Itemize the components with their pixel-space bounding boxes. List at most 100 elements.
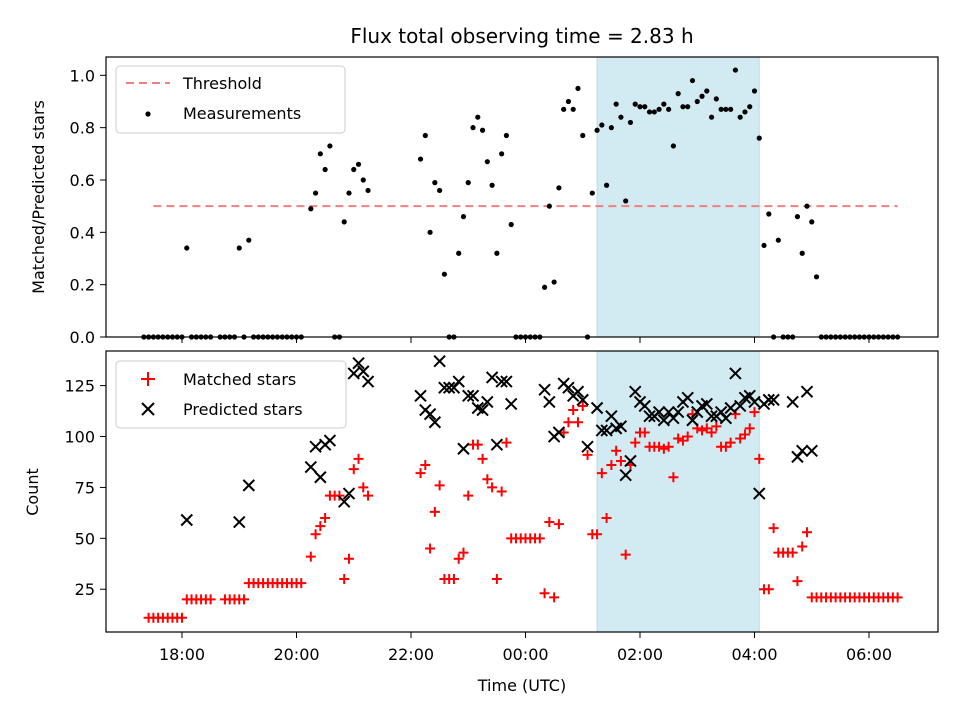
matched-star-point (754, 453, 765, 464)
measurement-point (632, 101, 638, 107)
predicted-star-point (600, 424, 613, 437)
predicted-star-point (581, 440, 594, 453)
predicted-star-point (481, 395, 494, 409)
matched-star-point (315, 521, 326, 532)
legend-matched-label: Matched stars (183, 370, 296, 389)
predicted-stars-points (180, 354, 818, 529)
matched-star-point (539, 588, 550, 599)
measurement-point (666, 106, 672, 112)
measurement-point (799, 250, 805, 256)
measurement-point (322, 166, 328, 173)
matched-star-point (496, 486, 507, 497)
predicted-star-point (686, 414, 699, 427)
measurement-point (432, 180, 438, 186)
measurement-point (656, 106, 662, 112)
matched-star-point (654, 441, 665, 452)
matched-star-point (620, 549, 631, 560)
measurement-point (460, 214, 467, 220)
x-tick-label: 06:00 (846, 645, 892, 664)
predicted-star-point (442, 381, 456, 394)
predicted-star-point (786, 395, 799, 409)
top-legend: Threshold Measurements (115, 65, 346, 134)
matched-star-point (415, 468, 426, 479)
y-tick-label: 25 (75, 580, 95, 599)
measurement-point (499, 151, 505, 157)
matched-star-point (658, 443, 669, 454)
predicted-star-point (705, 409, 718, 423)
predicted-star-point (652, 405, 666, 419)
measurement-point (775, 237, 781, 243)
measurement-point (646, 109, 653, 115)
measurement-point (809, 219, 815, 225)
matched-star-point (434, 480, 445, 491)
x-tick-label: 18:00 (159, 645, 205, 664)
predicted-star-point (495, 375, 508, 388)
measurement-point (437, 187, 443, 194)
legend-threshold-label: Threshold (182, 74, 262, 93)
matched-star-point (568, 405, 579, 416)
measurement-point (465, 180, 471, 186)
matched-star-point (339, 574, 350, 585)
measurement-point (346, 190, 352, 196)
predicted-star-point (590, 401, 604, 415)
measurement-point (728, 106, 734, 112)
matched-star-point (487, 482, 498, 493)
predicted-star-point (314, 471, 327, 484)
matched-star-point (544, 517, 555, 528)
measurement-point (351, 166, 357, 173)
matched-star-point (768, 523, 779, 534)
measurement-point (317, 151, 323, 157)
y-tick-label: 0.6 (70, 171, 95, 190)
predicted-star-point (342, 487, 356, 500)
x-tick-label: 20:00 (273, 645, 319, 664)
matched-star-point (448, 574, 459, 585)
matched-star-point (763, 584, 774, 595)
measurement-point (541, 284, 548, 290)
predicted-star-point (476, 403, 489, 417)
measurement-point (422, 132, 428, 139)
predicted-star-point (338, 495, 351, 508)
predicted-star-point (571, 385, 585, 398)
predicted-star-point (500, 375, 513, 388)
measurement-point (613, 101, 619, 107)
predicted-star-point (748, 395, 761, 409)
measurement-point (713, 96, 719, 102)
matched-star-point (425, 543, 436, 554)
predicted-star-point (629, 385, 642, 398)
measurement-point (699, 93, 705, 99)
matched-star-point (501, 437, 512, 448)
predicted-star-point (638, 399, 651, 413)
matched-star-point (458, 547, 469, 558)
predicted-star-point (352, 357, 365, 370)
predicted-star-point (681, 391, 694, 405)
y-tick-label: 1.0 (70, 66, 95, 85)
matched-star-point (534, 533, 545, 544)
measurement-point (589, 190, 595, 196)
matched-star-point (606, 460, 617, 471)
predicted-star-point (180, 513, 193, 527)
measurement-point (737, 114, 743, 120)
predicted-star-point (643, 409, 656, 423)
measurement-point (246, 237, 252, 243)
top-highlight-span (596, 56, 760, 338)
measurement-point (708, 114, 715, 120)
predicted-star-point (619, 469, 632, 482)
predicted-star-point (466, 389, 480, 403)
matched-star-point (801, 527, 812, 538)
measurement-point (570, 106, 576, 112)
predicted-star-point (671, 405, 685, 419)
matched-star-point (673, 433, 684, 444)
matched-star-point (663, 441, 674, 452)
predicted-star-point (433, 354, 446, 368)
x-tick-label: 00:00 (502, 645, 548, 664)
y-tick-label: 50 (75, 529, 95, 548)
predicted-star-point (700, 397, 713, 411)
measurement-point (470, 125, 476, 131)
bottom-legend: Matched stars Predicted stars (115, 360, 347, 429)
measurement-point (580, 132, 586, 139)
matched-star-point (239, 594, 250, 605)
measurement-point (236, 245, 242, 251)
matched-stars-points (143, 400, 903, 623)
predicted-star-point (357, 365, 370, 378)
